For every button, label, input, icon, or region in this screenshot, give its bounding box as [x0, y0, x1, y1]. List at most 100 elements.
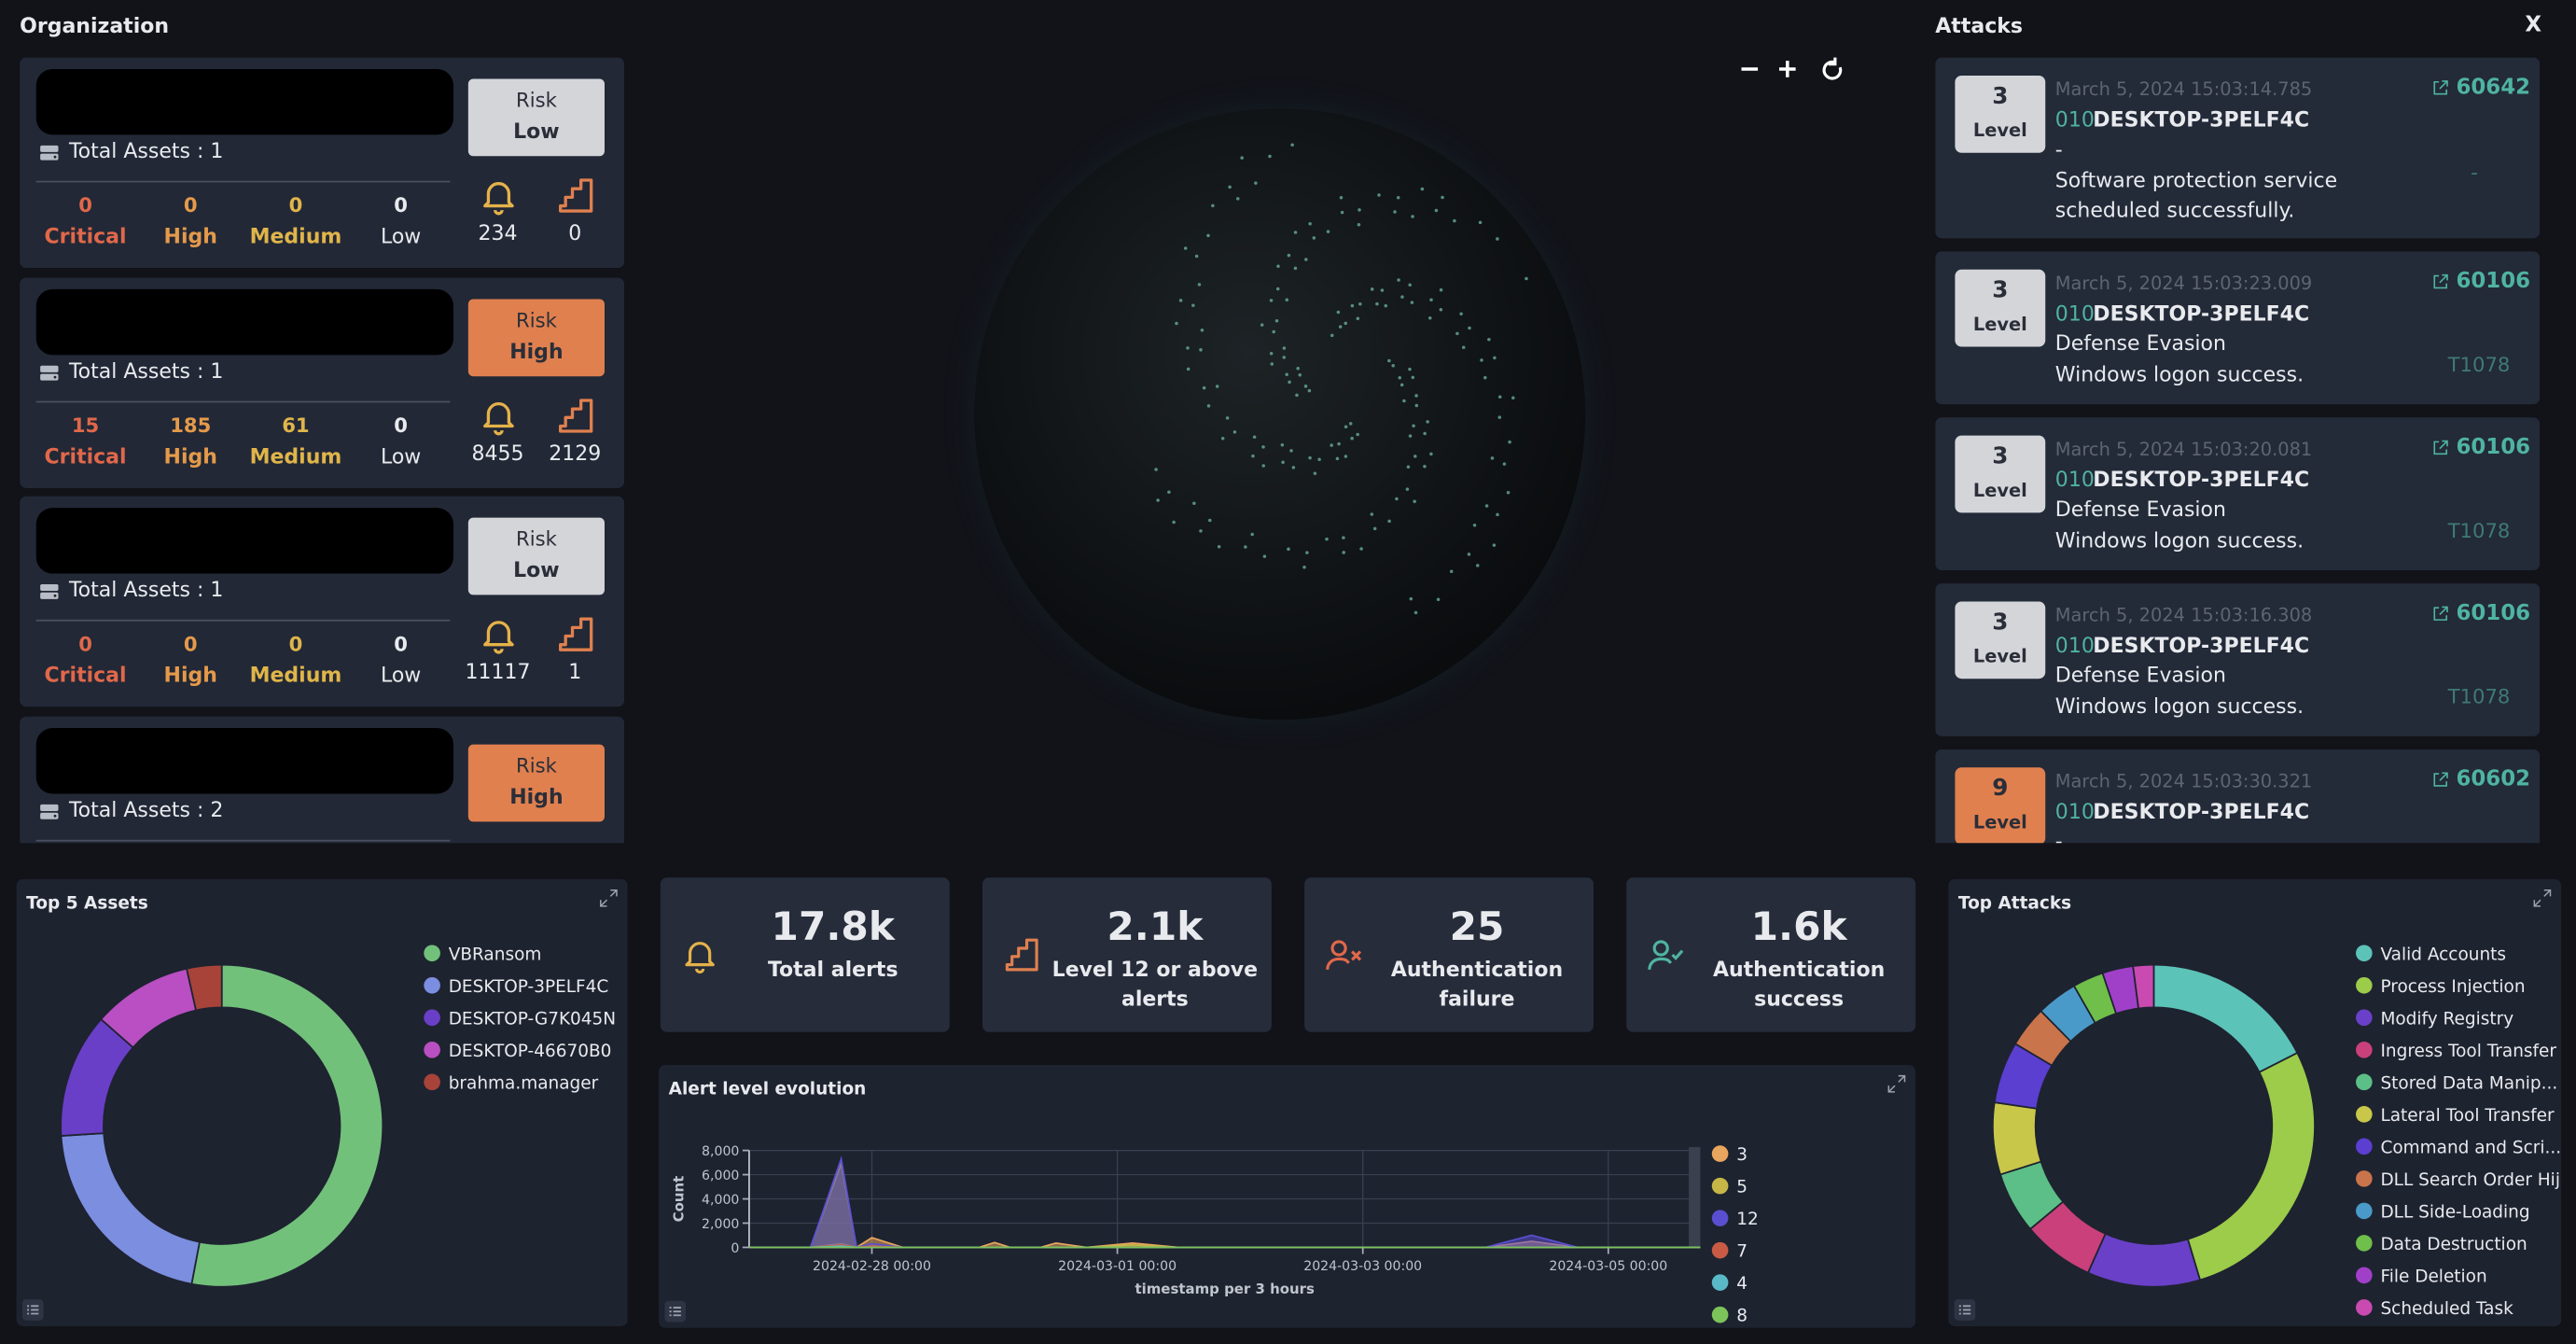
legend-label: 8 [1736, 1307, 1748, 1326]
legend-label-marker [1711, 1145, 1729, 1162]
map-controls-part[interactable] [1822, 57, 1843, 80]
globe-dot [1260, 323, 1264, 327]
rule-id[interactable]: 60642 [2456, 75, 2531, 101]
globe-dot [1370, 512, 1374, 516]
level-label: Level [1972, 480, 2027, 502]
globe-dot [1291, 466, 1296, 469]
globe-dot [1215, 385, 1219, 388]
globe-dot [1525, 276, 1528, 281]
external-link-icon[interactable] [2431, 605, 2449, 623]
globe-dot [1472, 524, 1477, 527]
legend-label-marker [2356, 1202, 2373, 1220]
external-link-icon-part[interactable] [2433, 273, 2448, 289]
globe-dot [1423, 431, 1427, 436]
external-link-icon-part[interactable] [2433, 80, 2448, 95]
level-badge: 3 Level [1955, 435, 2046, 513]
stat-icon-part [1326, 950, 1362, 971]
globe-dot [1348, 422, 1353, 426]
globe-dot [1186, 367, 1191, 371]
donut-slice [2132, 963, 2155, 1010]
globe-dot [1350, 436, 1354, 441]
globe-dot [1269, 299, 1274, 302]
globe-dot [1387, 358, 1391, 363]
y-axis-label: Count [671, 1176, 688, 1223]
server-icon-part [53, 815, 57, 818]
severity-count: 185 [170, 413, 212, 437]
globe-dot [1344, 455, 1348, 458]
external-link-icon[interactable] [2431, 771, 2449, 789]
legend-label: Lateral Tool Transfer [2380, 1106, 2555, 1126]
x-axis-label: timestamp per 3 hours [1135, 1281, 1315, 1297]
legend-toggle-part[interactable] [669, 1307, 681, 1317]
expand-button-part[interactable] [2533, 889, 2552, 907]
chart: 0 2,000 4,000 6,000 8,000 2024-02-28 00:00 202… [671, 1144, 1759, 1326]
level-label: Level [1972, 119, 2027, 142]
globe-dot [1228, 185, 1232, 189]
divider [35, 180, 451, 183]
stat-icon-part [1648, 949, 1684, 971]
globe-dot [1411, 215, 1414, 218]
globe-dot [1269, 352, 1274, 356]
globe-dot [1307, 388, 1312, 393]
rule-id[interactable]: 60106 [2456, 601, 2531, 626]
legend-label-marker [1711, 1274, 1729, 1291]
bell-icon-part [483, 401, 514, 435]
map-controls[interactable] [1738, 57, 1846, 84]
legend-toggle-part[interactable] [27, 1305, 39, 1315]
legend-label-marker [424, 976, 440, 994]
level-icon-part [559, 398, 593, 433]
organization-card: Risk Low Total Assets : 1 0 Critical 0 High 0 Me… [20, 497, 625, 707]
globe-dot [1308, 222, 1312, 226]
globe-dot [1167, 490, 1171, 495]
attack-card: 3 Level March 5, 2024 15:03:20.081 010 DESKT… [1935, 417, 2541, 571]
globe-dot [1391, 363, 1395, 368]
external-link-icon[interactable] [2431, 79, 2449, 97]
divider [35, 400, 451, 402]
legend-toggle-part[interactable] [1958, 1305, 1971, 1315]
legend-label-marker [1711, 1306, 1729, 1323]
external-link-icon-part[interactable] [2433, 440, 2448, 455]
expand-button-part[interactable] [600, 889, 618, 907]
expand-button[interactable] [2531, 888, 2553, 909]
legend-toggle[interactable] [21, 1298, 45, 1322]
globe-dot [1508, 440, 1511, 444]
expand-button-part[interactable] [1887, 1074, 1906, 1093]
server-icon-part [40, 805, 59, 812]
risk-badge: Risk High [467, 298, 605, 376]
map-controls-part[interactable] [1778, 61, 1796, 77]
external-link-icon-part[interactable] [2433, 606, 2448, 621]
globe-dot [1156, 498, 1160, 502]
stat-card: 25 Authentication failure [1304, 877, 1594, 1032]
chart-panel: Top 5 Assets VBRansom DESKTOP-3PELF4C DESKT… [16, 879, 628, 1326]
rule-id[interactable]: 60602 [2456, 767, 2531, 792]
timestamp: March 5, 2024 15:03:23.009 [2054, 273, 2313, 295]
globe-dot [1325, 537, 1329, 541]
rule-id[interactable]: 60106 [2456, 435, 2531, 461]
alert-count: 234 [478, 219, 518, 245]
stat-label: Total alerts [767, 956, 898, 982]
external-link-icon-part[interactable] [2433, 772, 2448, 787]
legend-toggle[interactable] [663, 1300, 687, 1323]
rule-id[interactable]: 60106 [2456, 269, 2531, 295]
globe-dot [1380, 288, 1385, 292]
level-badge: 3 Level [1955, 75, 2046, 153]
globe-dot [1336, 310, 1341, 315]
external-link-icon[interactable] [2431, 273, 2449, 290]
close-button[interactable]: X [2525, 13, 2542, 38]
legend-label: brahma.manager [449, 1073, 599, 1093]
globe-dot [1296, 366, 1300, 371]
globe-dot [1282, 356, 1287, 359]
external-link-icon[interactable] [2431, 439, 2449, 456]
expand-button[interactable] [598, 888, 620, 909]
expand-button[interactable] [1886, 1073, 1907, 1095]
globe-dot [1240, 156, 1244, 160]
globe-dot [1375, 301, 1379, 306]
agent-name: DESKTOP-3PELF4C [2093, 106, 2310, 132]
bell-icon [483, 621, 514, 655]
stat-icon-part [1005, 938, 1038, 972]
legend-toggle[interactable] [1954, 1298, 1977, 1322]
globe-dot [1340, 210, 1344, 215]
globe-dot [1414, 394, 1418, 398]
stat-label: Authentication failure [1390, 956, 1564, 1011]
globe-dot [1191, 303, 1195, 308]
